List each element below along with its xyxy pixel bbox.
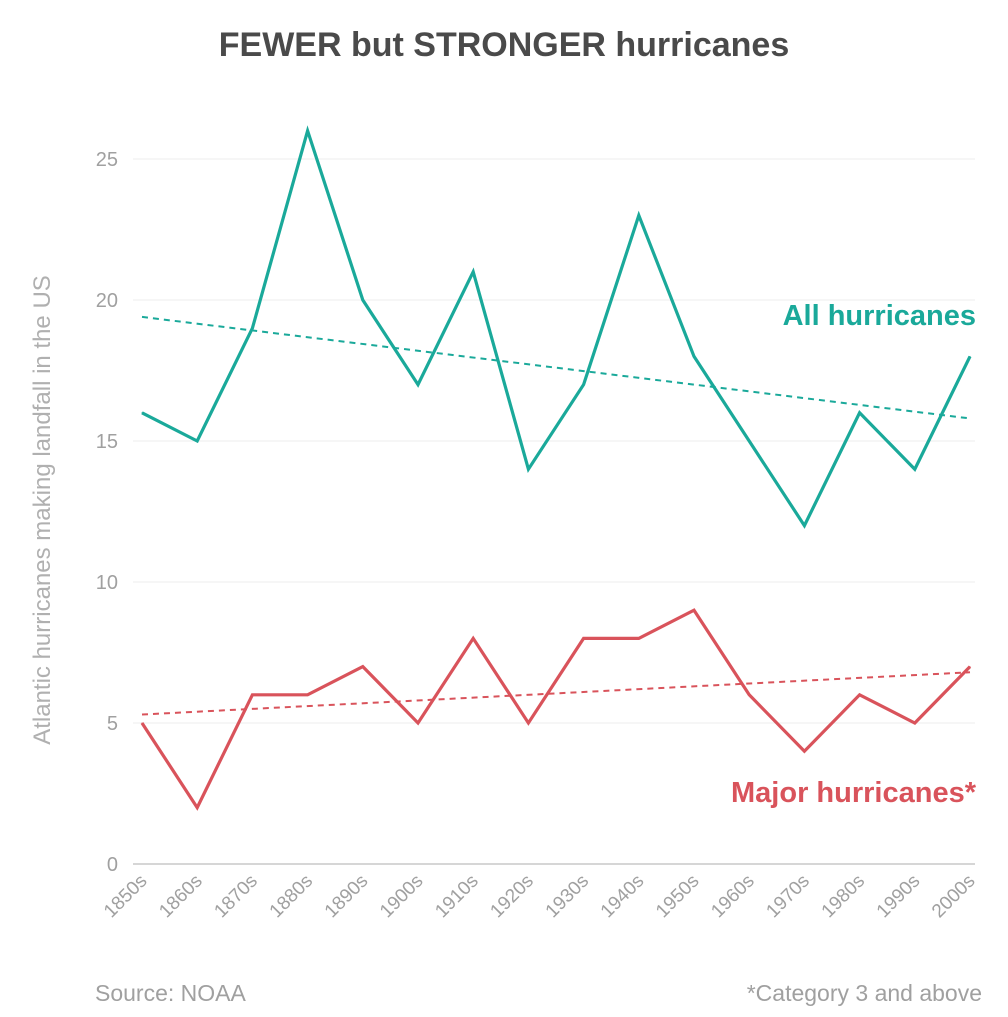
- x-tick-label: 1900s: [376, 871, 427, 922]
- data-point: [914, 468, 916, 470]
- series-label: Major hurricanes*: [731, 777, 977, 809]
- data-point: [638, 214, 640, 216]
- y-tick-label: 15: [96, 431, 118, 453]
- data-point: [472, 637, 474, 639]
- data-point: [362, 666, 364, 668]
- data-point: [803, 750, 805, 752]
- x-tick-label: 1920s: [486, 871, 537, 922]
- x-tick-label: 1990s: [873, 871, 924, 922]
- x-tick-label: 1970s: [762, 871, 813, 922]
- x-tick-label: 1850s: [100, 871, 151, 922]
- footnote: *Category 3 and above: [746, 980, 982, 1006]
- x-tick-label: 1930s: [542, 871, 593, 922]
- data-point: [803, 525, 805, 527]
- data-point: [141, 722, 143, 724]
- data-point: [417, 722, 419, 724]
- y-tick-label: 20: [96, 290, 118, 312]
- x-tick-label: 1890s: [321, 871, 372, 922]
- data-point: [196, 440, 198, 442]
- trend-line: [141, 315, 971, 420]
- data-point: [859, 694, 861, 696]
- data-point: [583, 637, 585, 639]
- x-tick-label: 1940s: [597, 871, 648, 922]
- data-point: [914, 722, 916, 724]
- x-tick-label: 1880s: [266, 871, 317, 922]
- data-point: [251, 327, 253, 329]
- data-point: [362, 299, 364, 301]
- data-point: [859, 412, 861, 414]
- series-line: [140, 608, 972, 811]
- data-point: [196, 807, 198, 809]
- data-point: [141, 412, 143, 414]
- x-tick-label: 2000s: [928, 871, 979, 922]
- y-tick-label: 0: [107, 854, 118, 876]
- x-tick-label: 1960s: [707, 871, 758, 922]
- data-point: [693, 355, 695, 357]
- x-tick-label: 1870s: [210, 871, 261, 922]
- data-point: [638, 637, 640, 639]
- data-point: [748, 694, 750, 696]
- data-point: [251, 694, 253, 696]
- chart-title: FEWER but STRONGER hurricanes: [218, 26, 790, 64]
- series-label: All hurricanes: [783, 300, 976, 332]
- data-point: [693, 609, 695, 611]
- data-point: [417, 384, 419, 386]
- y-tick-label: 5: [107, 713, 118, 735]
- y-tick-label: 25: [96, 149, 118, 171]
- source-note: Source: NOAA: [95, 980, 246, 1006]
- data-point: [472, 271, 474, 273]
- data-point: [583, 384, 585, 386]
- x-tick-label: 1950s: [652, 871, 703, 922]
- data-point: [527, 468, 529, 470]
- data-point: [969, 666, 971, 668]
- y-axis-label: Atlantic hurricanes making landfall in t…: [29, 275, 56, 745]
- data-point: [969, 355, 971, 357]
- data-point: [527, 722, 529, 724]
- x-tick-label: 1910s: [431, 871, 482, 922]
- y-tick-label: 10: [96, 572, 118, 594]
- x-tick-label: 1980s: [818, 871, 869, 922]
- data-point: [748, 440, 750, 442]
- data-point: [307, 130, 309, 132]
- series-line: [141, 125, 972, 529]
- data-point: [307, 694, 309, 696]
- x-tick-label: 1860s: [155, 871, 206, 922]
